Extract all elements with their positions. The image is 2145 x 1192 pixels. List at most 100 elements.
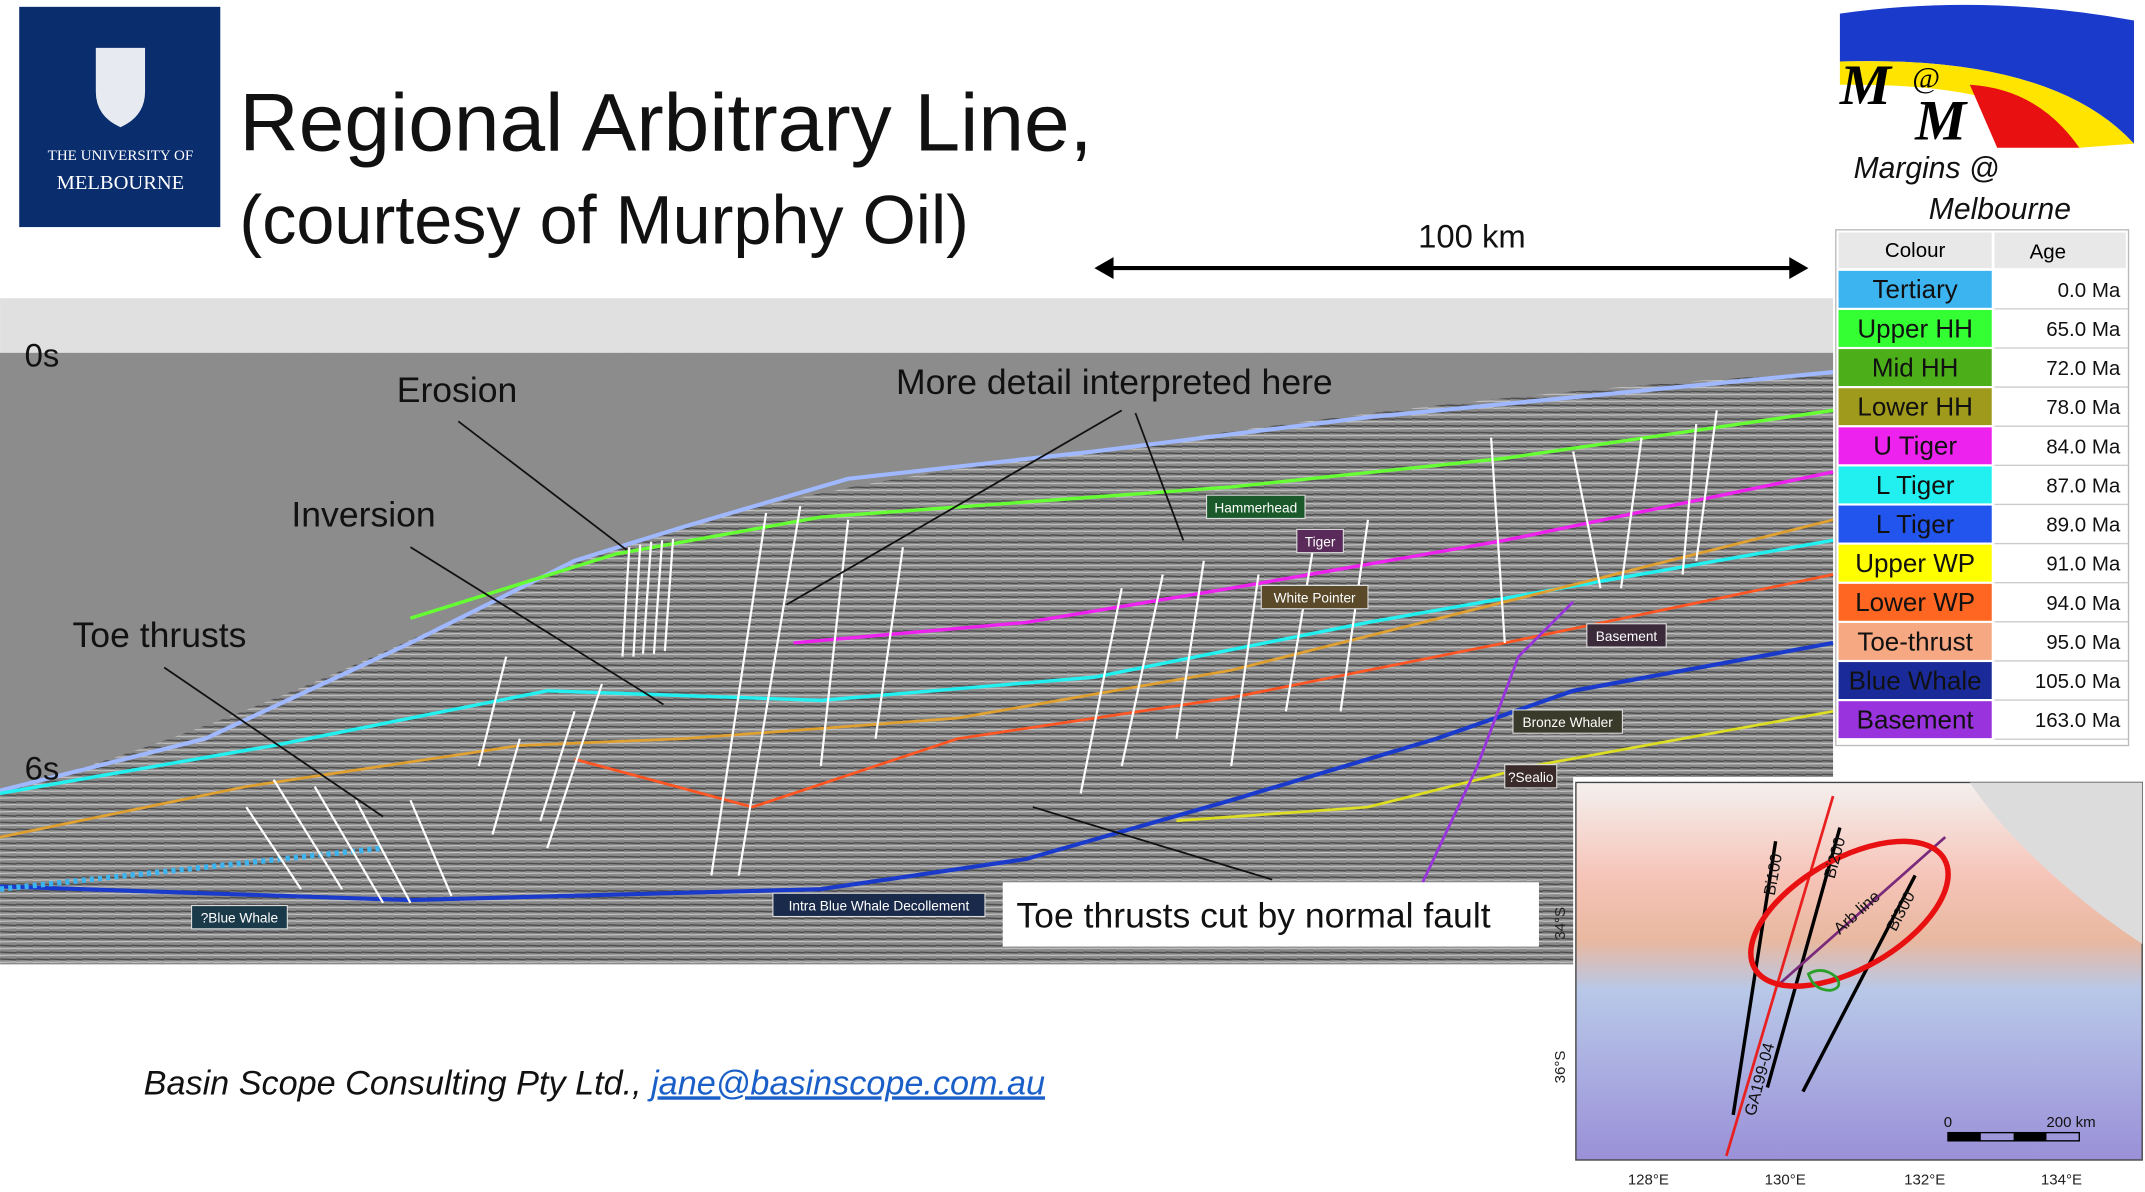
arb-line: [1777, 836, 1947, 986]
leader-line: [1032, 806, 1273, 881]
horizon-label-box: [1296, 528, 1344, 554]
logo-mark: M: [1914, 90, 1968, 153]
horizon-label-box: [1586, 623, 1667, 648]
age-value: 94.0 Ma: [2046, 592, 2121, 615]
age-value: 72.0 Ma: [2046, 357, 2121, 380]
colour-cell: [1838, 349, 1992, 387]
table-header-cell: [1994, 232, 2126, 269]
table-header: Age: [2030, 241, 2066, 264]
age-value: 105.0 Ma: [2035, 670, 2121, 693]
map-scale-label: 0: [1944, 1114, 1952, 1131]
horizon: [793, 470, 1834, 645]
horizon-label-box: [191, 905, 288, 930]
colour-cell: [1838, 427, 1992, 465]
title: Regional Arbitrary Line,: [239, 77, 1092, 168]
colour-cell: [1838, 622, 1992, 660]
horizon-label-box: [1260, 584, 1369, 610]
age-value: 84.0 Ma: [2046, 435, 2121, 458]
annotation: Erosion: [397, 370, 518, 410]
age-value: 91.0 Ma: [2046, 553, 2121, 576]
colour-cell: [1838, 583, 1992, 621]
colour-name: Toe-thrust: [1857, 626, 1973, 656]
horizon: [409, 408, 1834, 620]
logo-caption: Melbourne: [1929, 193, 2071, 226]
email-link[interactable]: jane@basinscope.com.au: [647, 1064, 1045, 1102]
survey-line: [1801, 874, 1917, 1093]
annotation: Toe thrusts: [73, 615, 247, 655]
age-value: 95.0 Ma: [2046, 631, 2121, 654]
legend-table: Colour Age Tertiary 0.0 Ma Upper HH 65.0 Ma…: [1835, 229, 2130, 747]
horizon-label: Intra Blue Whale Decollement: [789, 898, 970, 913]
horizon: [0, 538, 1834, 796]
horizon-label: Basement: [1596, 629, 1658, 644]
map-scale-bar: [2013, 1132, 2047, 1141]
land: [1969, 782, 2143, 944]
map-scale-label: 200 km: [2046, 1114, 2095, 1131]
time-label: 0s: [25, 337, 60, 374]
horizon-label-box: [1206, 494, 1306, 519]
highlight-ellipse: [1748, 838, 1951, 989]
horizon: [1421, 600, 1575, 883]
horizon-label: ?Sealio: [1508, 770, 1554, 785]
callout-box: [1002, 882, 1539, 947]
logo-mark: @: [1912, 61, 1940, 95]
lon-label: 132°E: [1904, 1172, 1945, 1189]
colour-name: Lower HH: [1857, 392, 1973, 422]
horizon: [1176, 709, 1834, 823]
horizon-label: Hammerhead: [1214, 500, 1297, 515]
logo-caption: Margins @: [1854, 152, 2000, 185]
leader-line: [409, 546, 664, 706]
colour-name: U Tiger: [1873, 431, 1957, 461]
logo-band: [1969, 84, 2080, 148]
colour-name: Blue Whale: [1849, 665, 1982, 695]
logo-mark: M: [1839, 54, 1893, 117]
horizon-label: ?Blue Whale: [201, 911, 278, 926]
colour-cell: [1838, 309, 1992, 347]
lat-label: 34°S: [1552, 907, 1569, 940]
footer: Basin Scope Consulting Pty Ltd., jane@ba…: [144, 1064, 1045, 1102]
seismic-section: 0s 6s Erosion Inversion Toe thrusts More deta…: [0, 298, 1834, 965]
age-value: 0.0 Ma: [2058, 279, 2121, 302]
table-header-cell: [1838, 232, 1992, 269]
survey-line: [1765, 827, 1842, 1088]
leader-line: [457, 420, 628, 551]
horizon: [0, 845, 384, 892]
age-value: 87.0 Ma: [2046, 474, 2121, 497]
lat-label: 36°S: [1552, 1051, 1569, 1084]
faults: [245, 410, 1718, 904]
colour-cell: [1838, 544, 1992, 582]
logo-band: [1839, 4, 2135, 144]
table-header: Colour: [1885, 239, 1946, 262]
colour-name: Mid HH: [1872, 352, 1959, 382]
annotation: Toe thrusts cut by normal fault: [1016, 895, 1490, 935]
leader-line: [786, 409, 1123, 606]
seafloor: [0, 370, 1834, 793]
lon-label: 128°E: [1628, 1172, 1669, 1189]
annotation: More detail interpreted here: [896, 362, 1333, 402]
subtitle: (courtesy of Murphy Oil): [239, 182, 969, 258]
colour-name: Upper WP: [1855, 548, 1975, 578]
green-outline: [1806, 969, 1841, 992]
leader-line: [163, 666, 384, 818]
colour-cell: [1838, 662, 1992, 700]
colour-cell: [1838, 505, 1992, 543]
map-scale-bar: [1947, 1132, 1981, 1141]
age-value: 78.0 Ma: [2046, 396, 2121, 419]
colour-cell: [1838, 270, 1992, 308]
colour-name: L Tiger: [1876, 509, 1955, 539]
logo-crest: [95, 47, 146, 128]
age-value: 65.0 Ma: [2046, 318, 2121, 341]
lon-label: 134°E: [2041, 1172, 2082, 1189]
age-value: 89.0 Ma: [2046, 514, 2121, 537]
seismic-header: [0, 298, 1834, 353]
horizon-label-box: [1504, 764, 1558, 789]
horizon: [0, 518, 1834, 839]
age-value: 163.0 Ma: [2035, 709, 2121, 732]
scale-label: 100 km: [1418, 218, 1526, 255]
colour-name: L Tiger: [1876, 470, 1955, 500]
horizon: [0, 640, 1834, 903]
time-label: 6s: [25, 750, 60, 787]
lon-label: 130°E: [1765, 1172, 1806, 1189]
